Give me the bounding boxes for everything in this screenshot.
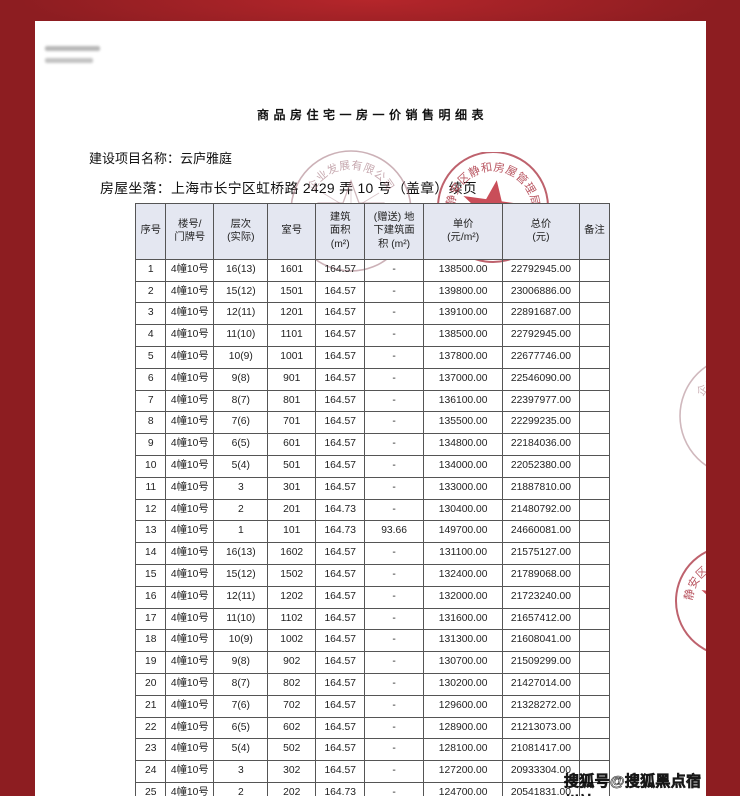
svg-text:企业发展有限公司: 企业发展有限公司 xyxy=(693,363,706,399)
svg-text:静安区静和房屋管理局: 静安区静和房屋管理局 xyxy=(681,555,706,602)
